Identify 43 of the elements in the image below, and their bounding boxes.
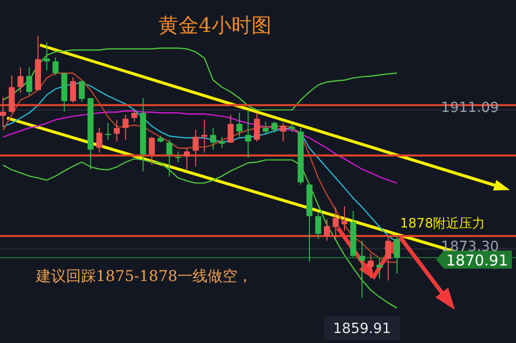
candlestick [210,127,216,150]
candlestick [175,150,182,163]
candlestick [228,114,234,144]
candlestick [324,218,330,242]
line-series [2,48,398,111]
candlestick [236,112,242,138]
candlestick [192,129,199,168]
candlestick [385,236,392,282]
candlestick [280,122,286,142]
candlestick [332,206,339,240]
candlestick [184,147,190,170]
candlestick [262,121,269,136]
candlestick [315,212,322,240]
candlestick [368,253,374,280]
candlestick [96,127,102,154]
annotation: 1859.91 [333,321,391,338]
candlestick [114,119,120,142]
candlestick [166,139,172,177]
candlestick [201,119,208,154]
candlestick [26,66,32,96]
candlestick [105,122,112,140]
candlestick [358,240,365,299]
candlestick [394,236,400,274]
candlestick [245,109,252,158]
annotation: 1878附近压力 [400,216,486,232]
text: 黄金4小时图 [158,13,272,37]
line-series [2,110,398,184]
candlestick [271,121,278,134]
candlestick [44,42,50,71]
candlestick [52,56,59,76]
candlestick [148,136,155,166]
candlestick [18,66,24,94]
candlestick [122,114,129,140]
candlestick [218,136,225,148]
candlestick [70,76,76,104]
annotation: 建议回踩1875-1878一线做空， [35,267,252,285]
candlestick [0,96,6,128]
candlestick [341,206,348,232]
line-series [2,158,398,309]
candlestick [78,80,85,102]
candlestick [376,258,382,280]
candlestick [254,112,260,142]
candlestick [131,109,138,122]
